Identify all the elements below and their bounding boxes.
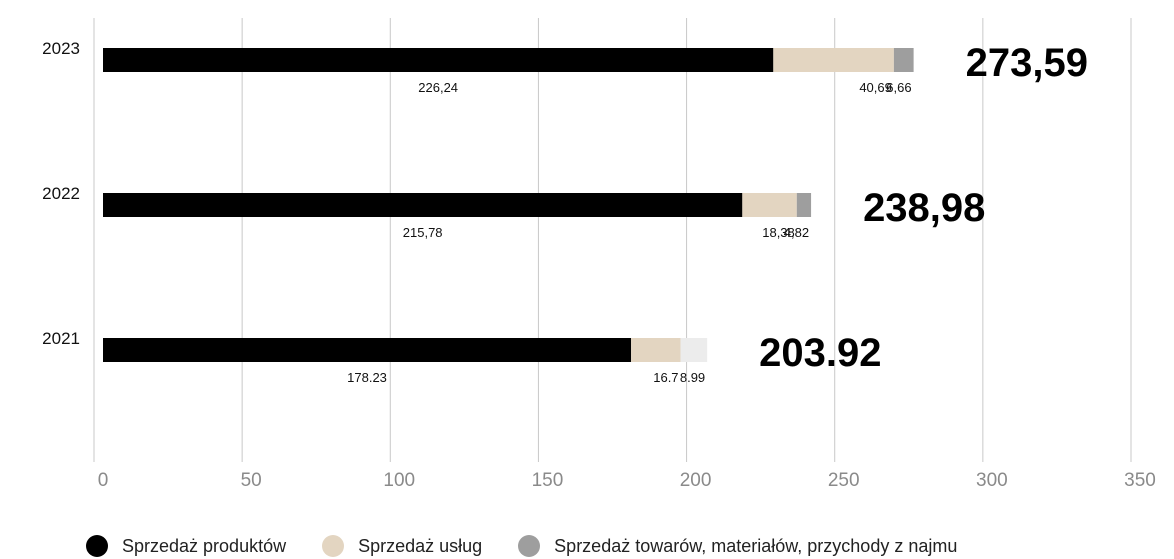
bar-segment <box>893 48 914 72</box>
total-label: 238,98 <box>863 186 985 230</box>
bar-segment <box>103 193 743 217</box>
x-tick-label: 150 <box>532 470 564 491</box>
legend-item-products: Sprzedaż produktów <box>86 535 286 557</box>
bar-segment <box>773 48 894 72</box>
data-label: 18,38 <box>762 225 795 240</box>
category-label: 2021 <box>42 329 80 348</box>
legend-item-services: Sprzedaż usług <box>322 535 482 557</box>
data-label: 6,66 <box>886 80 911 95</box>
x-tick-label: 200 <box>680 470 712 491</box>
legend-label-products: Sprzedaż produktów <box>122 535 287 556</box>
legend-dot-services <box>322 535 345 557</box>
data-label: 215,78 <box>403 225 443 240</box>
category-label: 2022 <box>42 184 80 203</box>
legend-label-goods: Sprzedaż towarów, materiałów, przychody … <box>554 535 958 556</box>
x-tick-label: 350 <box>1124 470 1156 491</box>
bar-segment <box>680 338 708 362</box>
data-label: 8.99 <box>680 370 705 385</box>
legend-label-services: Sprzedaż usług <box>358 535 483 556</box>
total-label: 203.92 <box>759 331 881 375</box>
x-tick-label: 100 <box>383 470 415 491</box>
category-label: 2023 <box>42 39 80 58</box>
x-tick-label: 50 <box>241 470 262 491</box>
legend-dot-goods <box>518 535 541 557</box>
bar-segment <box>103 48 774 72</box>
total-label: 273,59 <box>966 41 1088 85</box>
data-label: 178.23 <box>347 370 387 385</box>
data-label: 40,69 <box>859 80 892 95</box>
x-tick-label: 250 <box>828 470 860 491</box>
legend-dot-products <box>86 535 108 557</box>
bar-segment <box>742 193 797 217</box>
legend: Sprzedaż produktów Sprzedaż usług Sprzed… <box>86 535 993 557</box>
bar-segment <box>796 193 812 217</box>
legend-item-goods: Sprzedaż towarów, materiałów, przychody … <box>518 535 957 557</box>
data-label: 16.7 <box>653 370 678 385</box>
bar-segment <box>103 338 632 362</box>
bar-segment <box>631 338 681 362</box>
x-tick-label: 300 <box>976 470 1008 491</box>
data-label: 226,24 <box>418 80 458 95</box>
data-label: 4,82 <box>784 225 809 240</box>
x-tick-label: 0 <box>98 470 109 491</box>
